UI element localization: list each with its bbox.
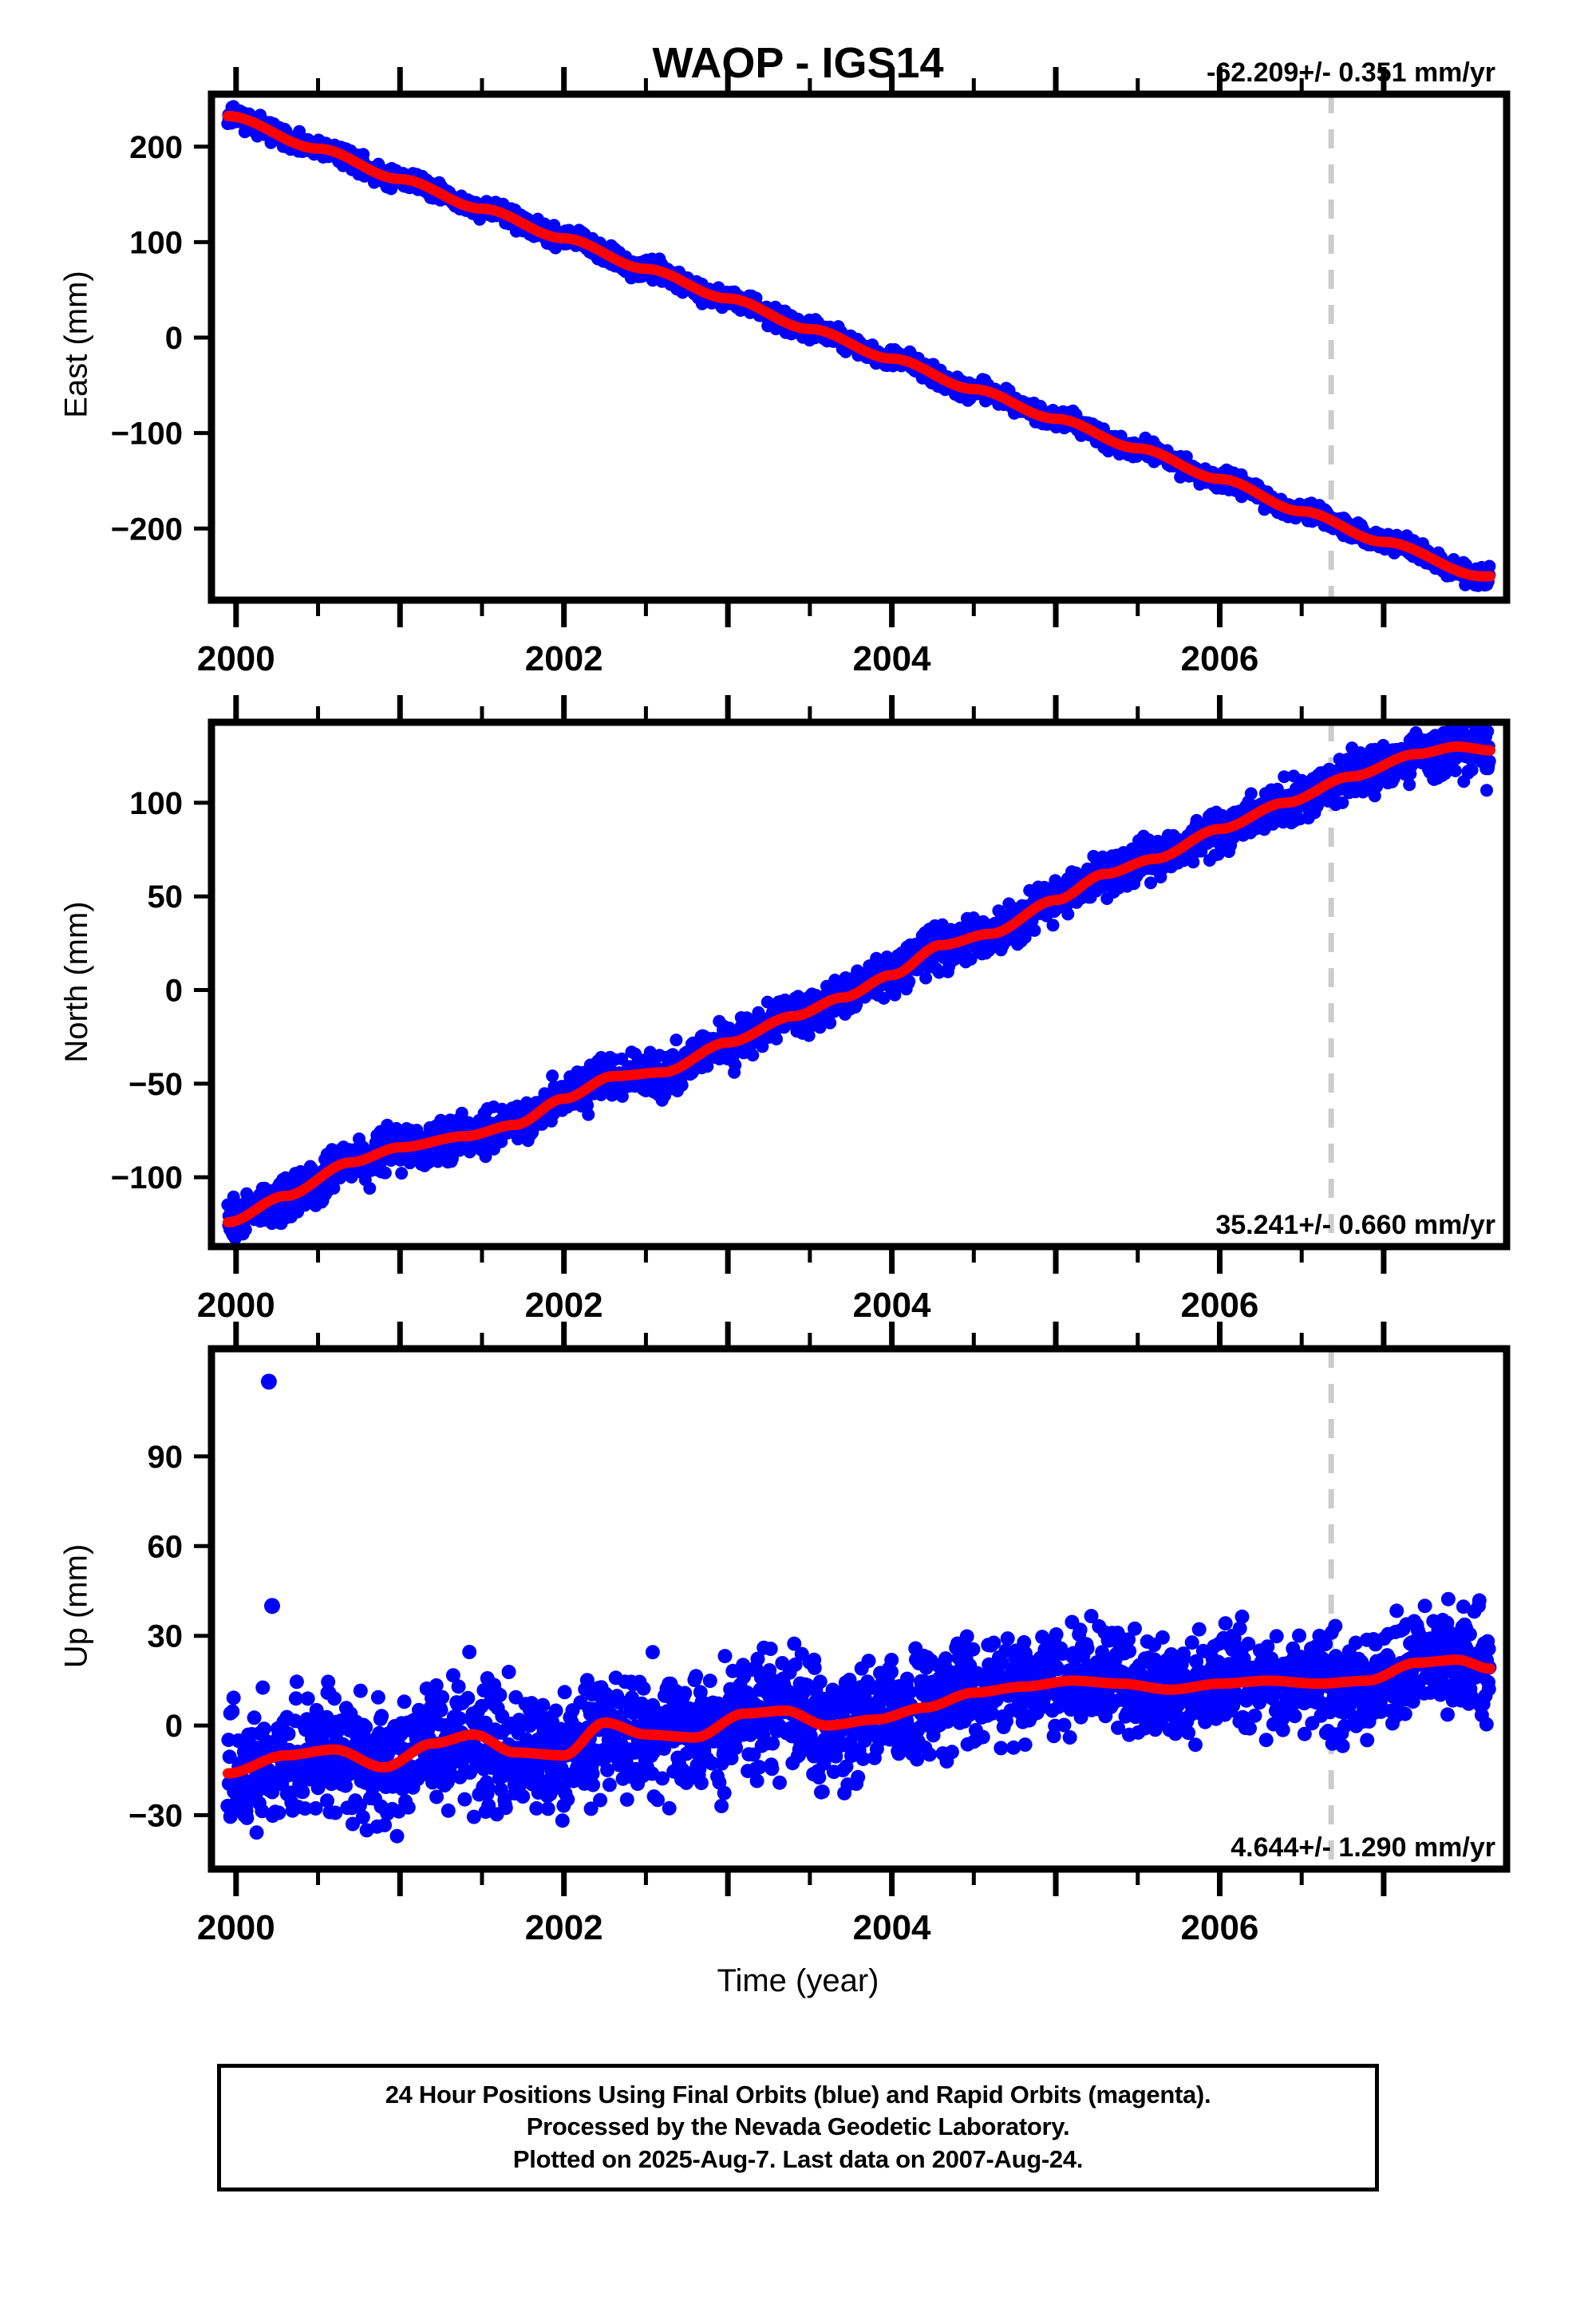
trend-line-east (223, 111, 1495, 582)
panel-east: 200 100 0 −100 −200 2000 2002 2004 2006 -62.209+/… (0, 0, 1596, 678)
rate-annotation-up: 4.644+/- 1.290 mm/yr (1231, 1832, 1495, 1863)
y-tick-label: −200 (111, 512, 183, 547)
data-layer-up (220, 1349, 1497, 1869)
x-tick-label: 2006 (1181, 1286, 1259, 1325)
trend-line-north (223, 741, 1495, 1227)
caption-line-3: Plotted on 2025-Aug-7. Last data on 2007… (512, 2144, 1084, 2173)
x-tick-label: 2006 (1181, 639, 1259, 678)
x-tick-label: 2006 (1181, 1908, 1259, 1947)
y-tick-label: 50 (148, 879, 184, 915)
data-layer-north (221, 722, 1496, 1247)
y-tick-label: 200 (129, 130, 183, 165)
trend-line-up (223, 1654, 1495, 1779)
y-tick-label: 60 (148, 1529, 184, 1564)
rate-annotation-north: 35.241+/- 0.660 mm/yr (1215, 1210, 1495, 1240)
y-tick-label: 90 (148, 1440, 184, 1475)
y-axis-label-up: Up (mm) (58, 1543, 94, 1669)
x-tick-label: 2000 (197, 1908, 275, 1947)
y-tick-label: −100 (111, 1160, 183, 1196)
y-tick-label: 0 (165, 321, 183, 356)
y-tick-label: 100 (129, 225, 183, 260)
plot-frame-up (207, 1345, 1511, 1873)
x-tick-label: 2000 (197, 639, 275, 678)
y-tick-label: −100 (111, 417, 183, 452)
y-tick-label: −30 (128, 1799, 183, 1834)
x-tick-label: 2004 (853, 639, 931, 678)
x-tick-label: 2000 (197, 1286, 275, 1325)
y-tick-label: 0 (165, 1709, 183, 1744)
x-axis-label: Time (year) (717, 1963, 879, 1998)
x-tick-label: 2004 (853, 1286, 931, 1325)
plot-frame-east (207, 90, 1511, 604)
panel-up: 90 60 30 0 −30 2000 2002 2004 2006 4.644+/- 1.290… (0, 0, 1596, 1947)
x-tick-label: 2004 (853, 1908, 931, 1947)
caption-line-1: 24 Hour Positions Using Final Orbits (bl… (385, 2081, 1211, 2109)
caption-line-2: Processed by the Nevada Geodetic Laborat… (526, 2112, 1070, 2141)
y-tick-label: 0 (165, 974, 183, 1009)
caption-box: 24 Hour Positions Using Final Orbits (bl… (217, 2064, 1379, 2192)
data-layer-east (221, 94, 1496, 600)
x-tick-label: 2002 (525, 1286, 603, 1325)
y-tick-label: 100 (129, 786, 183, 821)
plot-frame-north (207, 718, 1511, 1251)
panel-north: 100 50 0 −50 −100 2000 2002 2004 2006 35.241+/- 0… (0, 0, 1596, 1325)
x-tick-label: 2002 (525, 639, 603, 678)
x-tick-label: 2002 (525, 1908, 603, 1947)
scatter-points-up (220, 1373, 1497, 1844)
page-title: WAOP - IGS14 (652, 39, 944, 87)
y-tick-label: 30 (148, 1619, 184, 1654)
y-tick-label: −50 (128, 1067, 183, 1102)
rate-annotation-east: -62.209+/- 0.351 mm/yr (1207, 57, 1495, 88)
